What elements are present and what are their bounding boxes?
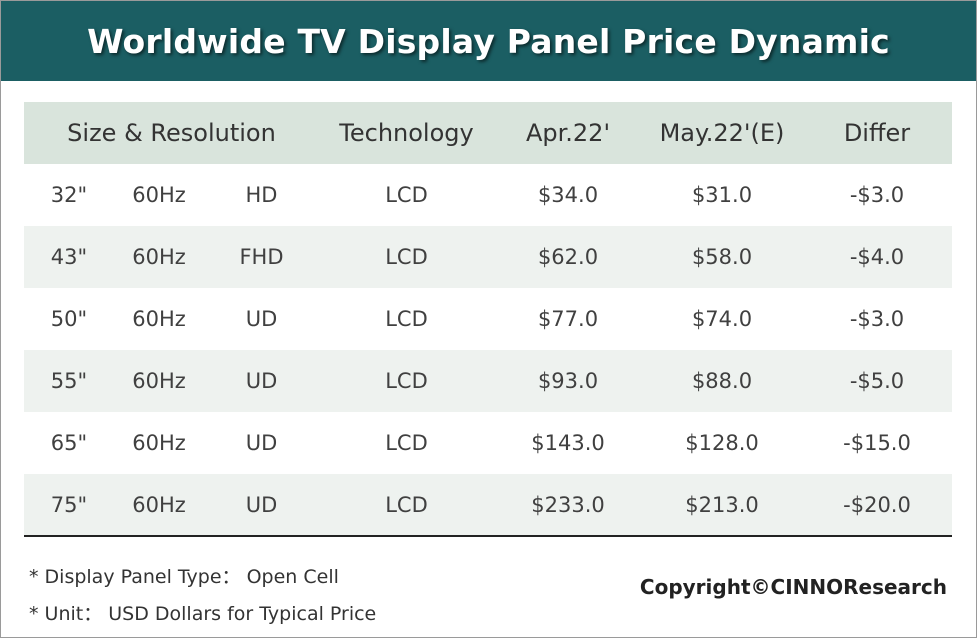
cell-size: 75" <box>50 492 88 517</box>
cell-refresh: 60Hz <box>132 431 186 455</box>
cell-technology: LCD <box>385 369 428 393</box>
cell-apr: $34.0 <box>537 183 599 207</box>
footnote-unit: * Unit： USD Dollars for Typical Price <box>29 603 377 625</box>
cell-technology: LCD <box>385 307 428 331</box>
cell-resolution: UD <box>245 369 278 393</box>
cell-resolution: UD <box>245 431 278 455</box>
cell-resolution: UD <box>245 307 278 331</box>
table-row: 32" 60Hz HD LCD $34.0 $31.0 -$3.0 <box>24 164 952 226</box>
cell-apr: $143.0 <box>531 431 605 455</box>
cell-may: $128.0 <box>685 431 759 455</box>
cell-resolution: FHD <box>239 245 284 269</box>
page-title: Worldwide TV Display Panel Price Dynamic <box>87 21 890 61</box>
cell-differ: -$3.0 <box>849 307 905 331</box>
cell-technology: LCD <box>385 492 428 517</box>
cell-differ: -$4.0 <box>849 245 905 269</box>
cell-size: 32" <box>50 183 88 207</box>
table-body: 32" 60Hz HD LCD $34.0 $31.0 -$3.0 43" 60Hz FHD LCD… <box>24 164 952 536</box>
cell-may: $31.0 <box>691 183 753 207</box>
cell-refresh: 60Hz <box>132 307 186 331</box>
cell-apr: $77.0 <box>537 307 599 331</box>
cell-technology: LCD <box>385 183 428 207</box>
cell-resolution: UD <box>245 492 278 517</box>
cell-differ: -$5.0 <box>849 369 905 393</box>
table-row: 50" 60Hz UD LCD $77.0 $74.0 -$3.0 <box>24 288 952 350</box>
title-bar: Worldwide TV Display Panel Price Dynamic <box>1 1 976 81</box>
cell-refresh: 60Hz <box>132 492 186 517</box>
cell-size: 65" <box>50 431 88 455</box>
cell-apr: $93.0 <box>537 369 599 393</box>
cell-size: 43" <box>50 245 88 269</box>
table-header-row: Size & Resolution Technology Apr.22' May… <box>24 102 952 164</box>
column-header-may: May.22'(E) <box>659 119 785 147</box>
cell-differ: -$15.0 <box>843 431 911 455</box>
cell-apr: $62.0 <box>537 245 599 269</box>
column-header-apr: Apr.22' <box>525 119 611 147</box>
cell-refresh: 60Hz <box>132 369 186 393</box>
cell-size: 50" <box>50 307 88 331</box>
column-header-differ: Differ <box>843 119 911 147</box>
copyright-label: Copyright©CINNOResearch <box>639 575 947 599</box>
price-table: Size & Resolution Technology Apr.22' May… <box>24 102 952 537</box>
cell-may: $74.0 <box>691 307 753 331</box>
cell-refresh: 60Hz <box>132 183 186 207</box>
cell-differ: -$3.0 <box>849 183 905 207</box>
cell-may: $58.0 <box>691 245 753 269</box>
footnotes: * Display Panel Type： Open Cell * Unit： … <box>29 559 376 633</box>
table-row: 75" 60Hz UD LCD $233.0 $213.0 -$20.0 <box>24 474 952 536</box>
cell-size: 55" <box>50 369 88 393</box>
column-header-technology: Technology <box>339 119 474 147</box>
footnote-panel-type: * Display Panel Type： Open Cell <box>29 566 339 588</box>
cell-refresh: 60Hz <box>132 245 186 269</box>
cell-differ: -$20.0 <box>843 492 911 517</box>
cell-may: $88.0 <box>691 369 753 393</box>
table-row: 65" 60Hz UD LCD $143.0 $128.0 -$15.0 <box>24 412 952 474</box>
table-row: 55" 60Hz UD LCD $93.0 $88.0 -$5.0 <box>24 350 952 412</box>
table-row: 43" 60Hz FHD LCD $62.0 $58.0 -$4.0 <box>24 226 952 288</box>
cell-may: $213.0 <box>685 492 759 517</box>
cell-technology: LCD <box>385 431 428 455</box>
cell-apr: $233.0 <box>531 492 605 517</box>
column-header-size-resolution: Size & Resolution <box>67 119 276 147</box>
cell-resolution: HD <box>245 183 278 207</box>
cell-technology: LCD <box>385 245 428 269</box>
